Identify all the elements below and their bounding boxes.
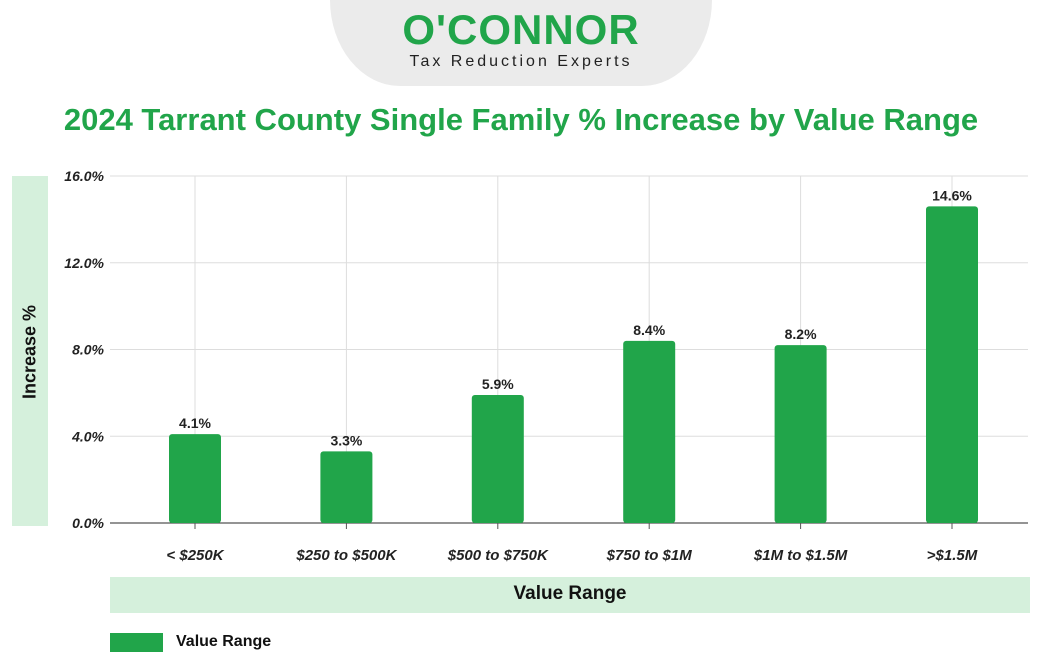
data-label: 14.6% [932,187,972,203]
chart-title: 2024 Tarrant County Single Family % Incr… [63,102,979,137]
legend-label: Value Range [176,633,272,650]
data-label: 3.3% [330,432,362,448]
x-tick-label: $1M to $1.5M [753,547,848,564]
y-tick-label: 8.0% [72,342,104,358]
bar [623,340,676,523]
y-tick-label: 0.0% [72,515,104,531]
x-tick-label: $250 to $500K [295,547,397,564]
bar [471,395,524,523]
data-label: 8.4% [633,322,665,338]
brand-tagline: Tax Reduction Experts [409,53,633,70]
data-label: 5.9% [482,376,514,392]
x-tick-label: < $250K [166,547,224,564]
x-axis-label: Value Range [513,583,627,604]
y-tick-label: 4.0% [71,428,104,444]
bar [926,206,978,524]
y-tick-label: 12.0% [64,255,104,271]
legend-swatch [110,633,163,652]
brand-logo: O'CONNOR [402,6,640,53]
bar [774,345,827,523]
x-tick-label: $750 to $1M [606,547,693,564]
y-tick-label: 16.0% [64,168,104,184]
x-tick-label: >$1.5M [927,547,978,564]
data-label: 4.1% [179,415,211,431]
logo-banner [330,0,712,86]
x-tick-label: $500 to $750K [447,547,549,564]
x-axis-label-band [110,577,1030,613]
bar [320,451,373,523]
bar [169,434,221,523]
y-axis-label-band [12,176,48,526]
data-label: 8.2% [785,326,817,342]
